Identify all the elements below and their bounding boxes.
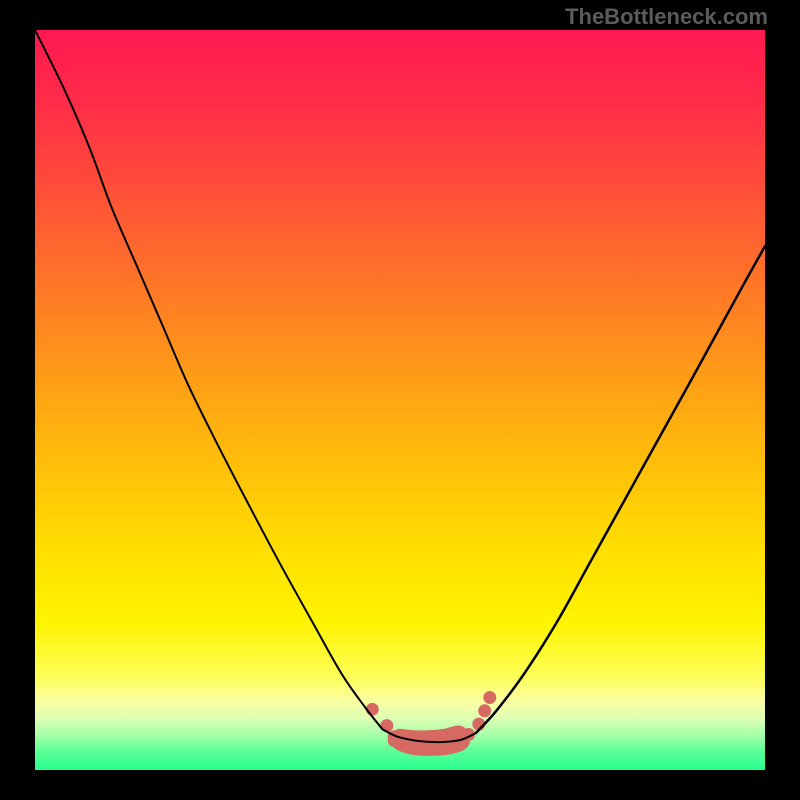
optimal-dot: [408, 736, 421, 749]
plot-background-gradient: [35, 30, 765, 770]
watermark-text: TheBottleneck.com: [565, 4, 768, 30]
bottleneck-chart: [0, 0, 800, 800]
optimal-dot: [478, 704, 491, 717]
chart-root: TheBottleneck.com: [0, 0, 800, 800]
optimal-dot: [483, 691, 496, 704]
